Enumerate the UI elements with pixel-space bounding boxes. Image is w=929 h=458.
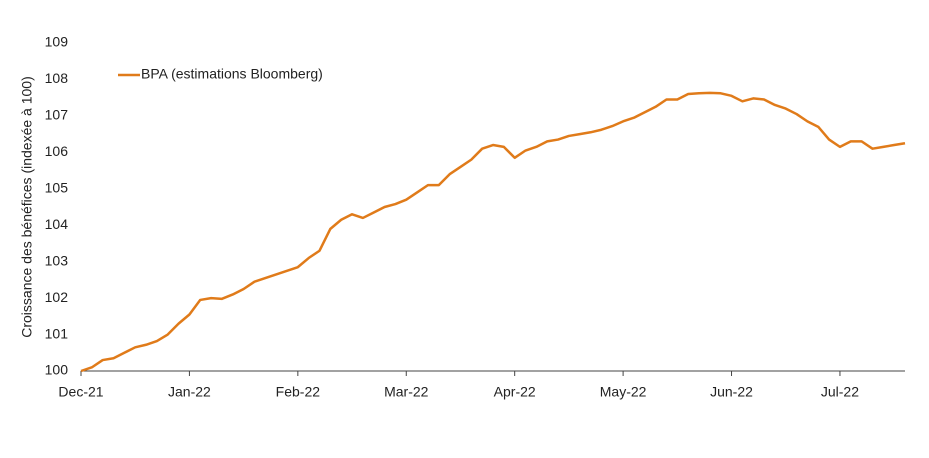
y-tick-label: 109 bbox=[45, 34, 69, 50]
x-tick-label: May-22 bbox=[600, 384, 647, 400]
legend-label: BPA (estimations Bloomberg) bbox=[141, 66, 323, 82]
y-tick-label: 107 bbox=[45, 107, 69, 123]
y-tick-label: 106 bbox=[45, 143, 69, 159]
y-tick-label: 108 bbox=[45, 70, 69, 86]
data-line bbox=[80, 91, 906, 373]
x-tick-label: Feb-22 bbox=[276, 384, 321, 400]
x-tick-label: Mar-22 bbox=[384, 384, 429, 400]
y-tick-label: 102 bbox=[45, 289, 69, 305]
y-axis-label: Croissance des bénéfices (indexée à 100) bbox=[19, 76, 35, 338]
y-tick-label: 103 bbox=[45, 252, 69, 268]
y-tick-label: 101 bbox=[45, 325, 69, 341]
x-tick-label: Dec-21 bbox=[58, 384, 103, 400]
y-tick-label: 104 bbox=[45, 216, 69, 232]
x-tick-label: Jun-22 bbox=[710, 384, 753, 400]
y-tick-label: 100 bbox=[45, 362, 69, 378]
x-tick-label: Jul-22 bbox=[821, 384, 859, 400]
y-tick-label: 105 bbox=[45, 179, 69, 195]
x-tick-label: Jan-22 bbox=[168, 384, 211, 400]
x-tick-label: Apr-22 bbox=[494, 384, 536, 400]
